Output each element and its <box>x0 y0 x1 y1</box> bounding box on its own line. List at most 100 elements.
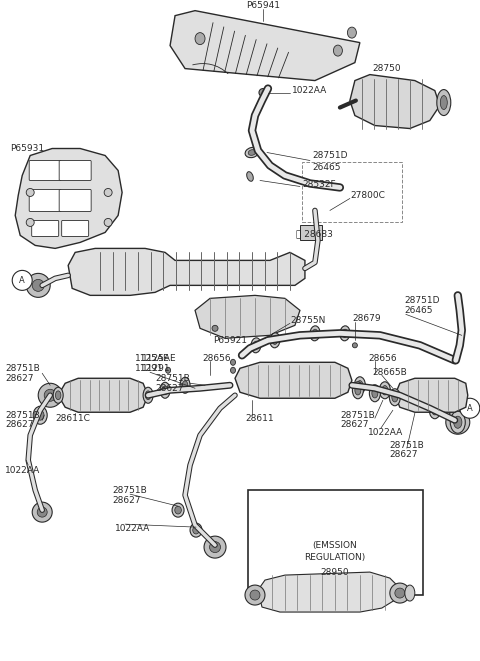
Ellipse shape <box>251 338 261 353</box>
Ellipse shape <box>248 149 256 155</box>
Text: 1022AA: 1022AA <box>5 466 40 475</box>
Text: 1125AE: 1125AE <box>135 354 170 363</box>
Ellipse shape <box>182 381 188 390</box>
Ellipse shape <box>36 410 44 420</box>
Text: 1125AE: 1125AE <box>142 354 177 363</box>
Text: 28627: 28627 <box>155 384 183 393</box>
Text: 28656: 28656 <box>202 354 231 363</box>
Text: Ⓑ 28683: Ⓑ 28683 <box>296 229 333 238</box>
Polygon shape <box>195 295 300 338</box>
Ellipse shape <box>429 402 440 418</box>
Ellipse shape <box>390 583 410 603</box>
Text: 28679: 28679 <box>352 314 381 323</box>
Ellipse shape <box>259 89 267 97</box>
Text: 28627: 28627 <box>340 420 369 429</box>
Ellipse shape <box>270 333 280 348</box>
Ellipse shape <box>452 416 464 428</box>
Ellipse shape <box>379 382 390 399</box>
Ellipse shape <box>253 341 259 350</box>
Text: 28627: 28627 <box>390 449 419 459</box>
Ellipse shape <box>32 280 44 292</box>
Text: 28751D: 28751D <box>312 151 348 160</box>
Polygon shape <box>68 249 305 295</box>
Ellipse shape <box>180 377 190 393</box>
Ellipse shape <box>245 585 265 605</box>
Ellipse shape <box>405 585 415 601</box>
Ellipse shape <box>354 377 365 394</box>
Text: 28611C: 28611C <box>55 414 90 423</box>
Ellipse shape <box>342 329 348 337</box>
Ellipse shape <box>26 274 50 297</box>
Ellipse shape <box>340 326 350 341</box>
Text: 28656: 28656 <box>368 354 396 363</box>
Ellipse shape <box>26 188 34 196</box>
Text: 28751B: 28751B <box>390 441 425 449</box>
Text: P65941: P65941 <box>246 1 280 10</box>
Text: (EMSSION: (EMSSION <box>312 541 357 549</box>
Polygon shape <box>395 378 468 412</box>
FancyBboxPatch shape <box>59 161 91 180</box>
Ellipse shape <box>193 526 199 534</box>
Ellipse shape <box>190 523 202 537</box>
Ellipse shape <box>334 45 342 56</box>
Text: 28532F: 28532F <box>302 180 336 189</box>
FancyBboxPatch shape <box>300 225 322 241</box>
Ellipse shape <box>370 385 380 402</box>
Ellipse shape <box>55 391 61 400</box>
Ellipse shape <box>175 506 181 514</box>
Polygon shape <box>235 362 352 399</box>
Ellipse shape <box>348 27 356 38</box>
Ellipse shape <box>372 389 378 398</box>
Text: 1022AA: 1022AA <box>368 428 403 437</box>
Ellipse shape <box>38 383 62 407</box>
Ellipse shape <box>352 382 363 399</box>
Ellipse shape <box>395 588 405 598</box>
Polygon shape <box>258 572 400 612</box>
Ellipse shape <box>382 385 388 395</box>
Ellipse shape <box>26 218 34 227</box>
Ellipse shape <box>389 389 400 406</box>
Ellipse shape <box>352 343 358 348</box>
Text: 26465: 26465 <box>312 163 340 172</box>
Text: 27800C: 27800C <box>350 191 385 200</box>
Text: 28627: 28627 <box>5 373 34 383</box>
Text: 28750: 28750 <box>372 64 400 73</box>
Polygon shape <box>15 149 122 249</box>
Ellipse shape <box>172 503 184 517</box>
Ellipse shape <box>401 392 412 408</box>
Ellipse shape <box>432 406 438 415</box>
Ellipse shape <box>272 336 278 344</box>
Ellipse shape <box>404 395 410 405</box>
Text: 28751B: 28751B <box>5 410 40 420</box>
Ellipse shape <box>212 325 218 331</box>
Text: 28755N: 28755N <box>290 316 325 325</box>
Text: REGULATION): REGULATION) <box>304 553 366 562</box>
Ellipse shape <box>37 507 47 517</box>
Text: 28627: 28627 <box>112 496 141 504</box>
Text: 28751B: 28751B <box>5 364 40 373</box>
Text: 28611: 28611 <box>245 414 274 423</box>
FancyBboxPatch shape <box>29 190 61 212</box>
Text: 11291: 11291 <box>142 364 171 373</box>
FancyBboxPatch shape <box>32 220 59 237</box>
Circle shape <box>12 270 32 290</box>
Text: 28751B: 28751B <box>112 486 147 494</box>
Ellipse shape <box>440 96 447 110</box>
Ellipse shape <box>310 326 320 341</box>
Ellipse shape <box>230 360 236 366</box>
Text: 11291: 11291 <box>135 364 164 373</box>
Ellipse shape <box>104 218 112 227</box>
Ellipse shape <box>143 387 153 403</box>
Text: 28950: 28950 <box>321 568 349 576</box>
Ellipse shape <box>357 381 363 390</box>
Text: P65931: P65931 <box>10 144 44 153</box>
Polygon shape <box>350 75 440 128</box>
Ellipse shape <box>104 188 112 196</box>
Polygon shape <box>170 11 360 81</box>
Text: 28751B: 28751B <box>155 373 190 383</box>
Ellipse shape <box>355 385 361 395</box>
Text: 1022AA: 1022AA <box>292 86 327 95</box>
Ellipse shape <box>33 407 47 424</box>
Text: 28627: 28627 <box>5 420 34 429</box>
Ellipse shape <box>210 541 220 553</box>
